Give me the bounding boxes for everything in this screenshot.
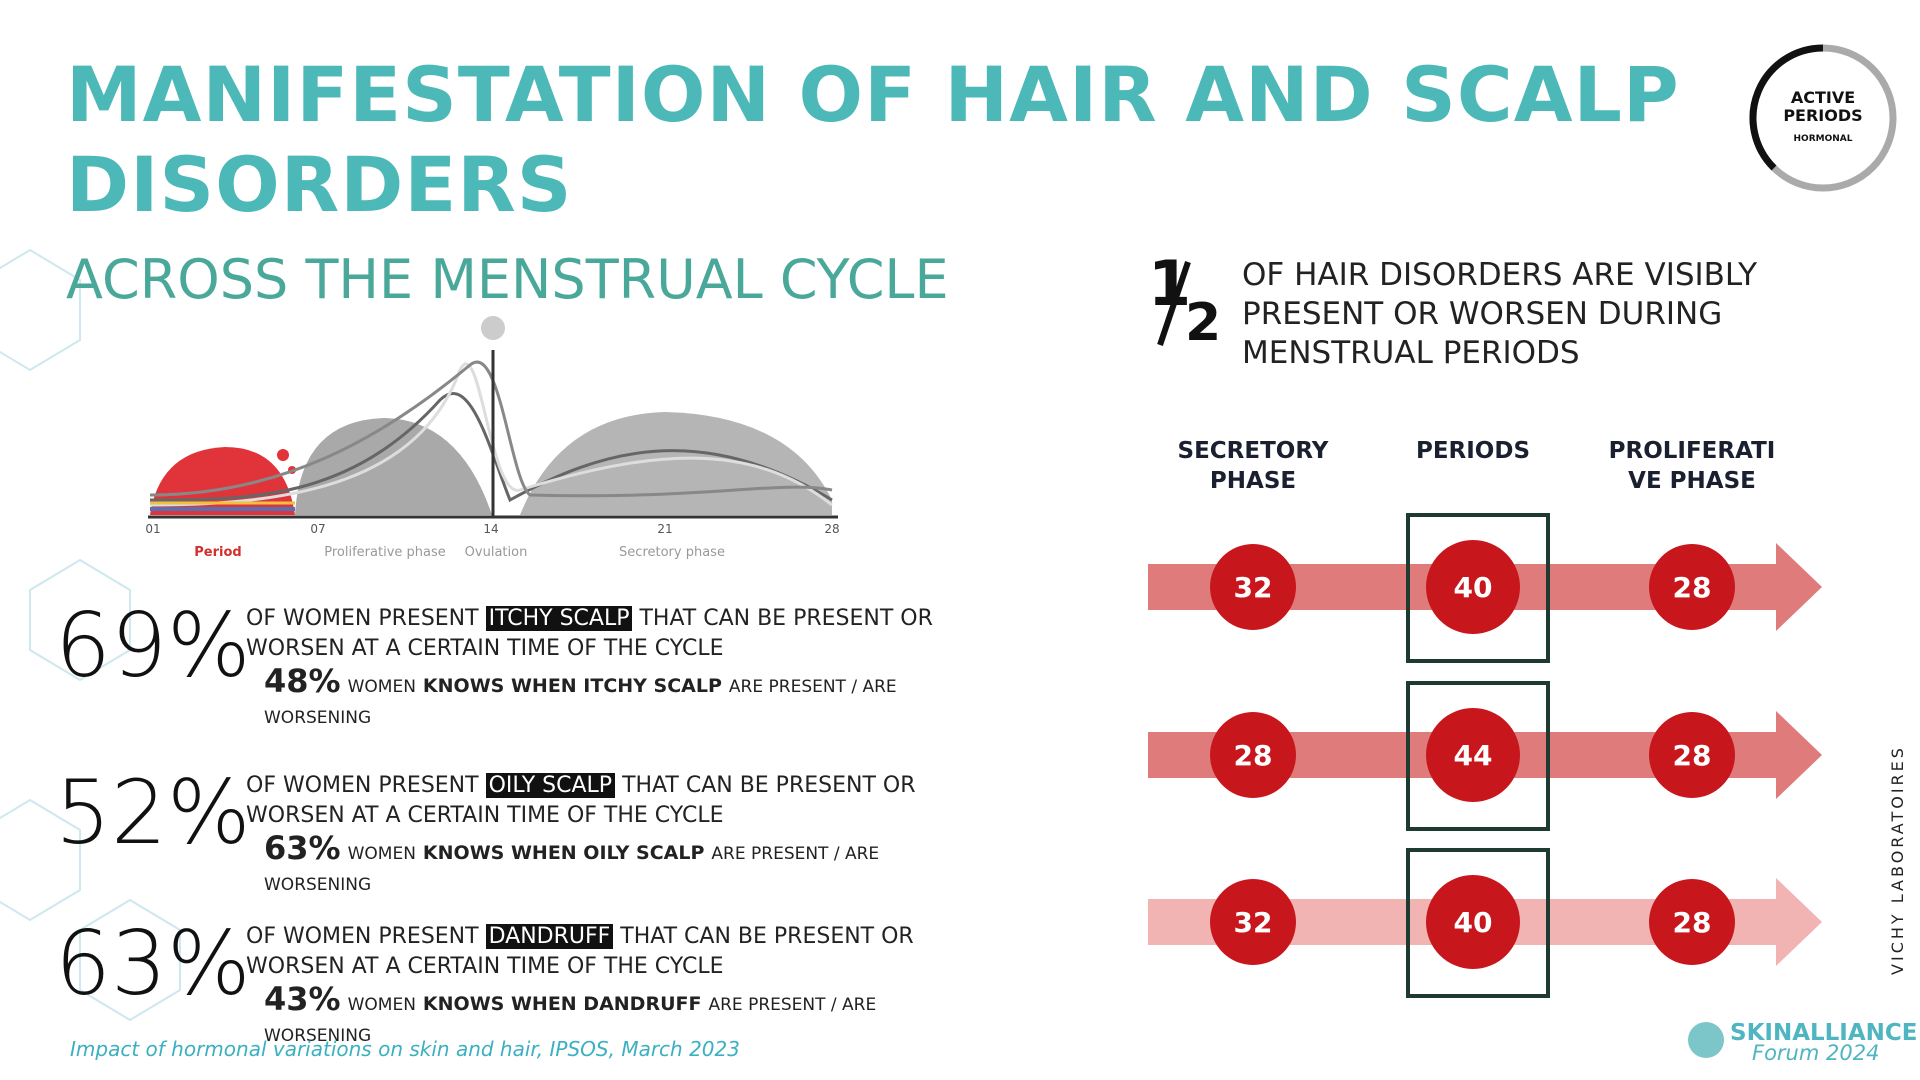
value-circle [1210, 544, 1296, 630]
badge-line: HORMONAL [1794, 134, 1853, 144]
sub-bold: KNOWS WHEN OILY SCALP [422, 842, 705, 864]
sub-post: ARE PRESENT / ARE WORSENING [264, 844, 880, 895]
value-circle [1426, 875, 1520, 969]
stat-after: THAT CAN BE PRESENT OR WORSEN AT A CERTA… [246, 924, 914, 979]
stat-text: OF WOMEN PRESENT DANDRUFF THAT CAN BE PR… [246, 922, 986, 1051]
stat-sentence: OF WOMEN PRESENT ITCHY SCALP THAT CAN BE… [246, 604, 986, 664]
stat-highlight: ITCHY SCALP [485, 606, 633, 631]
day-label: 14 [483, 522, 498, 536]
stat-text: OF WOMEN PRESENT OILY SCALP THAT CAN BE … [246, 771, 986, 900]
phase-header-line: PERIODS [1415, 438, 1531, 464]
sub-bold: KNOWS WHEN DANDRUFF [422, 993, 702, 1015]
badge-line: ACTIVE [1791, 88, 1855, 107]
stat-after: THAT CAN BE PRESENT OR WORSEN AT A CERTA… [246, 606, 933, 661]
value-label: 28 [1234, 739, 1273, 772]
value-label: 32 [1234, 906, 1273, 939]
sub-pre: WOMEN [347, 677, 416, 697]
value-label: 40 [1454, 571, 1493, 604]
arrow-head [1776, 711, 1822, 799]
stat-highlight: OILY SCALP [485, 773, 616, 798]
phase-header-line: SECRETORY [1177, 438, 1329, 464]
cycle-labels: 01 07 14 21 28 Period Proliferative phase Ovula… [145, 522, 839, 560]
arrow-head [1776, 878, 1822, 966]
phase-header-line: PROLIFERATI [1608, 438, 1776, 464]
stat-before: OF WOMEN PRESENT [246, 773, 479, 798]
stat-sentence: OF WOMEN PRESENT OILY SCALP THAT CAN BE … [246, 771, 986, 831]
sub-percent: 63% [264, 829, 341, 867]
phase-header: PERIODS [1373, 436, 1573, 466]
stat-highlight: DANDRUFF [485, 924, 614, 949]
source: Impact of hormonal variations on skin an… [70, 1037, 740, 1061]
day-label: 01 [145, 522, 160, 536]
value-label: 28 [1673, 739, 1712, 772]
sub-pre: WOMEN [347, 844, 416, 864]
stat-after: THAT CAN BE PRESENT OR WORSEN AT A CERTA… [246, 773, 916, 828]
stat-percent: 63% [55, 912, 251, 1015]
value-label: 44 [1454, 739, 1493, 772]
brand-logo [1688, 1022, 1724, 1058]
highlight-box [1406, 848, 1550, 998]
value-circle [1649, 879, 1735, 965]
value-circle [1426, 708, 1520, 802]
phase-label: Period [194, 545, 241, 560]
day-label: 07 [310, 522, 325, 536]
denominator: 2 [1185, 293, 1221, 353]
brand-name: SKINALLIANCE [1730, 1020, 1918, 1046]
fraction-text: OF HAIR DISORDERS ARE VISIBLY PRESENT OR… [1242, 256, 1757, 373]
stat-sub: 63% WOMEN KNOWS WHEN OILY SCALP ARE PRES… [264, 832, 986, 900]
day-label: 21 [657, 522, 672, 536]
phase-header: PROLIFERATI VE PHASE [1592, 436, 1792, 496]
sub-bold: KNOWS WHEN ITCHY SCALP [422, 675, 722, 697]
value-label: 40 [1454, 906, 1493, 939]
value-label: 28 [1673, 571, 1712, 604]
stat-sub: 43% WOMEN KNOWS WHEN DANDRUFF ARE PRESEN… [264, 983, 986, 1051]
stat-percent: 69% [55, 594, 251, 697]
stat-before: OF WOMEN PRESENT [246, 924, 479, 949]
arrow-rows: 32 40 28 28 44 28 32 40 28 [1148, 513, 1822, 998]
sub-post: ARE PRESENT / ARE WORSENING [264, 995, 877, 1046]
stat-text: OF WOMEN PRESENT ITCHY SCALP THAT CAN BE… [246, 604, 986, 733]
stat-before: OF WOMEN PRESENT [246, 606, 479, 631]
cycle-diagram [148, 316, 838, 519]
phase-label: Secretory phase [619, 545, 725, 560]
highlight-box [1406, 513, 1550, 663]
title-line: DISORDERS [66, 140, 573, 229]
value-circle [1210, 879, 1296, 965]
brand-event: Forum 2024 [1752, 1041, 1879, 1065]
sub-percent: 43% [264, 980, 341, 1018]
stat-sub: 48% WOMEN KNOWS WHEN ITCHY SCALP ARE PRE… [264, 665, 986, 733]
hex-pattern [0, 248, 181, 1022]
value-label: 28 [1673, 906, 1712, 939]
fraction-line: PRESENT OR WORSEN DURING [1242, 296, 1723, 332]
phase-header-line: VE PHASE [1628, 468, 1756, 494]
sub-percent: 48% [264, 662, 341, 700]
phase-label: Ovulation [465, 545, 528, 560]
phase-header: SECRETORY PHASE [1153, 436, 1353, 496]
subtitle: ACROSS THE MENSTRUAL CYCLE [66, 248, 949, 311]
highlight-box [1406, 681, 1550, 831]
stat-sentence: OF WOMEN PRESENT DANDRUFF THAT CAN BE PR… [246, 922, 986, 982]
value-circle [1649, 712, 1735, 798]
side-text: VICHY LABORATOIRES [1888, 745, 1907, 975]
value-circle [1210, 712, 1296, 798]
sub-post: ARE PRESENT / ARE WORSENING [264, 677, 897, 728]
badge: ACTIVE PERIODS HORMONAL [1749, 44, 1897, 192]
fraction-line: OF HAIR DISORDERS ARE VISIBLY [1242, 257, 1758, 293]
phase-header-line: PHASE [1209, 468, 1297, 494]
title-line: MANIFESTATION OF HAIR AND SCALP [66, 50, 1680, 139]
value-circle [1426, 540, 1520, 634]
arrow-head [1776, 543, 1822, 631]
fraction: 1 2 [1148, 247, 1221, 353]
phase-label: Proliferative phase [324, 545, 446, 560]
fraction-line: MENSTRUAL PERIODS [1242, 335, 1580, 371]
day-label: 28 [824, 522, 839, 536]
sub-pre: WOMEN [347, 995, 416, 1015]
badge-line: PERIODS [1783, 106, 1862, 125]
value-circle [1649, 544, 1735, 630]
value-label: 32 [1234, 571, 1273, 604]
stat-percent: 52% [55, 761, 251, 864]
